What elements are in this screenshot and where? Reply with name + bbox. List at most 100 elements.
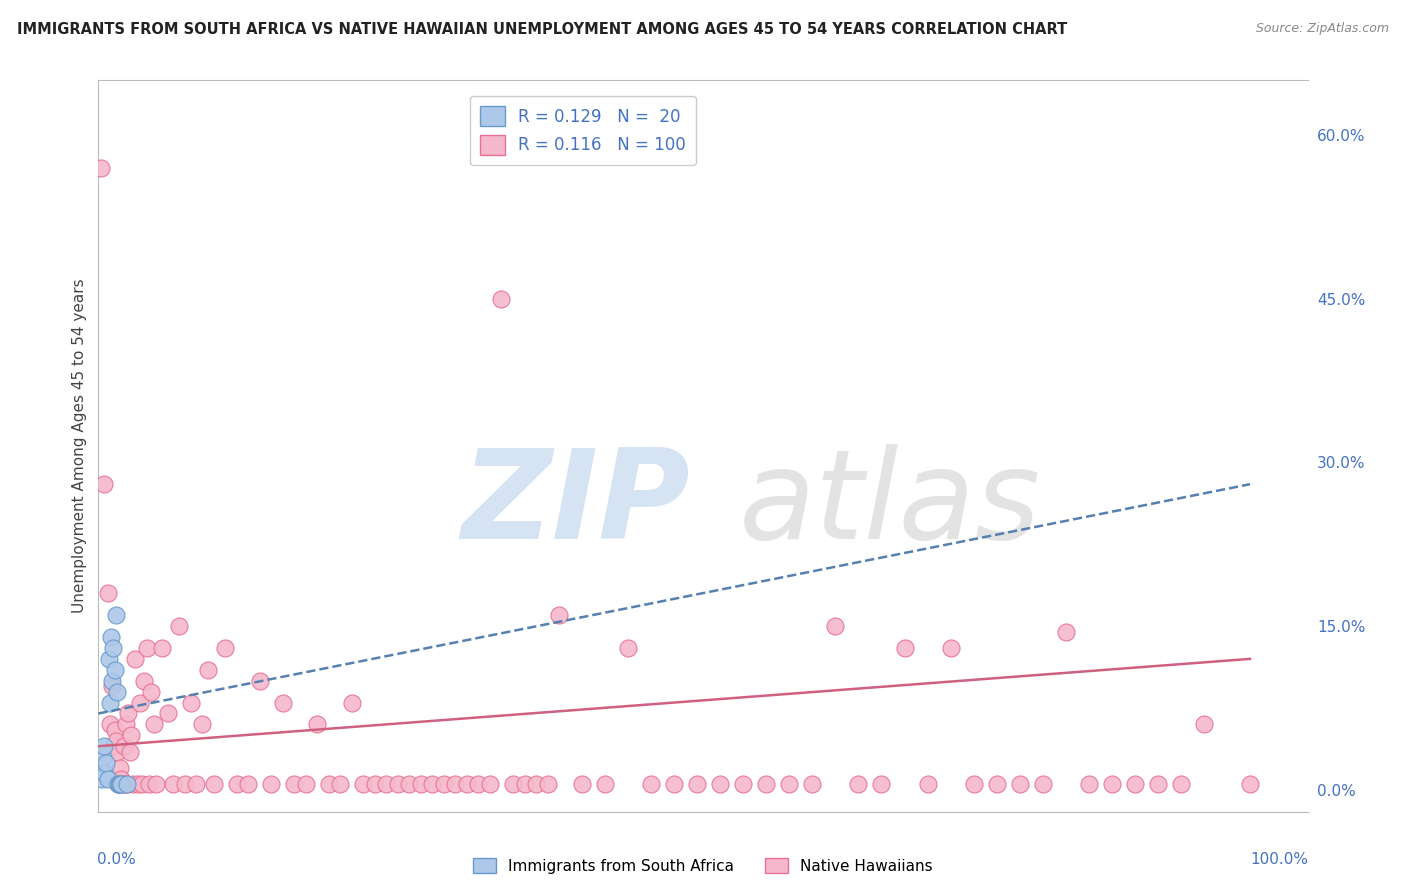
Point <box>122 777 145 791</box>
Point <box>1170 777 1192 791</box>
Point <box>114 777 136 791</box>
Point <box>1008 777 1031 791</box>
Point <box>870 777 893 791</box>
Point <box>214 640 236 655</box>
Point <box>893 640 915 655</box>
Point <box>1077 777 1099 791</box>
Point <box>249 673 271 688</box>
Point <box>100 630 122 644</box>
Point <box>98 696 121 710</box>
Point <box>513 777 536 791</box>
Point <box>536 777 558 791</box>
Point <box>260 777 283 791</box>
Point <box>115 777 138 791</box>
Point <box>120 728 142 742</box>
Point <box>103 723 125 737</box>
Point <box>491 292 513 306</box>
Point <box>135 640 157 655</box>
Point <box>118 745 141 759</box>
Point <box>329 777 352 791</box>
Point <box>108 777 131 791</box>
Text: IMMIGRANTS FROM SOUTH AFRICA VS NATIVE HAWAIIAN UNEMPLOYMENT AMONG AGES 45 TO 54: IMMIGRANTS FROM SOUTH AFRICA VS NATIVE H… <box>17 22 1067 37</box>
Point <box>444 777 467 791</box>
Point <box>755 777 778 791</box>
Point <box>202 777 225 791</box>
Text: 100.0%: 100.0% <box>1251 852 1309 867</box>
Point <box>97 772 120 786</box>
Point <box>156 706 179 721</box>
Point <box>271 696 294 710</box>
Point <box>90 161 112 175</box>
Point <box>422 777 444 791</box>
Point <box>1032 777 1054 791</box>
Point <box>191 717 214 731</box>
Point <box>709 777 731 791</box>
Point <box>180 696 202 710</box>
Point <box>131 777 153 791</box>
Point <box>105 745 128 759</box>
Point <box>93 739 115 754</box>
Y-axis label: Unemployment Among Ages 45 to 54 years: Unemployment Among Ages 45 to 54 years <box>72 278 87 614</box>
Point <box>138 777 160 791</box>
Point <box>96 756 118 770</box>
Point <box>1123 777 1146 791</box>
Point <box>225 777 247 791</box>
Point <box>962 777 984 791</box>
Point <box>801 777 824 791</box>
Point <box>398 777 420 791</box>
Point <box>105 684 128 698</box>
Point <box>115 777 138 791</box>
Point <box>1101 777 1123 791</box>
Point <box>103 640 125 655</box>
Point <box>97 586 120 600</box>
Point <box>103 739 125 754</box>
Point <box>94 766 117 780</box>
Point <box>778 777 800 791</box>
Point <box>593 777 616 791</box>
Point <box>1239 777 1261 791</box>
Point <box>375 777 398 791</box>
Point <box>107 777 129 791</box>
Point <box>409 777 432 791</box>
Text: Source: ZipAtlas.com: Source: ZipAtlas.com <box>1256 22 1389 36</box>
Point <box>110 777 132 791</box>
Point <box>640 777 662 791</box>
Point <box>502 777 524 791</box>
Point <box>340 696 363 710</box>
Point <box>387 777 409 791</box>
Point <box>236 777 259 791</box>
Point <box>1192 717 1215 731</box>
Point <box>141 684 163 698</box>
Point <box>733 777 755 791</box>
Point <box>127 777 149 791</box>
Point <box>173 777 195 791</box>
Point <box>104 608 127 623</box>
Legend: Immigrants from South Africa, Native Hawaiians: Immigrants from South Africa, Native Haw… <box>467 852 939 880</box>
Point <box>917 777 939 791</box>
Text: atlas: atlas <box>740 444 1042 565</box>
Point <box>162 777 184 791</box>
Point <box>90 772 112 786</box>
Point <box>686 777 709 791</box>
Point <box>1147 777 1170 791</box>
Point <box>112 739 135 754</box>
Point <box>307 717 329 731</box>
Point <box>664 777 686 791</box>
Point <box>456 777 478 791</box>
Point <box>167 619 190 633</box>
Point <box>98 717 121 731</box>
Point <box>101 679 124 693</box>
Point <box>824 619 846 633</box>
Point <box>111 777 134 791</box>
Point <box>124 652 146 666</box>
Text: 0.0%: 0.0% <box>97 852 136 867</box>
Point <box>1054 624 1077 639</box>
Point <box>115 717 138 731</box>
Point <box>91 750 114 764</box>
Point <box>142 717 165 731</box>
Point <box>318 777 340 791</box>
Point <box>467 777 489 791</box>
Point <box>186 777 208 791</box>
Point <box>128 696 150 710</box>
Point <box>145 777 167 791</box>
